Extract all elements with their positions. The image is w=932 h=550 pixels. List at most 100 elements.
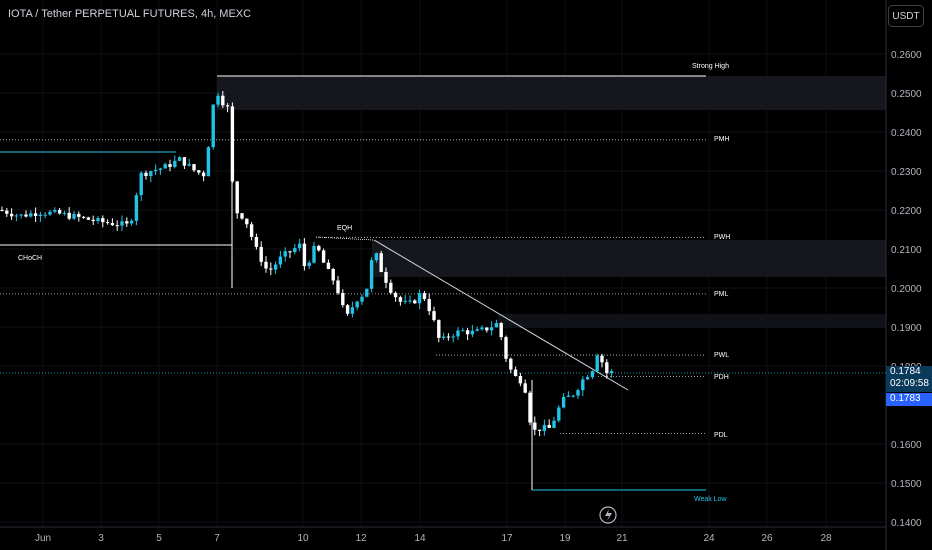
supply-demand-zones	[217, 76, 886, 328]
candle-body	[48, 211, 52, 215]
countdown: 02:09:58	[890, 378, 929, 389]
candle-body	[365, 288, 369, 297]
time-tick: 21	[616, 533, 628, 544]
candle-body	[269, 268, 273, 270]
candle-body	[14, 215, 19, 217]
candle-body	[605, 362, 609, 374]
candle-body	[307, 262, 311, 267]
candle-body	[321, 250, 326, 263]
candle-body	[360, 296, 364, 302]
candle-body	[240, 213, 244, 219]
candle-body	[566, 395, 571, 397]
structure-lines	[0, 75, 706, 491]
candle-body	[254, 236, 259, 247]
candle-body	[403, 300, 407, 302]
pwh-zone	[372, 240, 886, 277]
candle-body	[456, 330, 460, 337]
candle-body	[470, 330, 475, 335]
candle-body	[182, 157, 187, 166]
candle-body	[384, 272, 388, 283]
candle-body	[221, 95, 225, 106]
candle-body	[398, 297, 403, 302]
candle-body	[374, 253, 379, 261]
replay-icon[interactable]	[599, 506, 617, 524]
candle-body	[581, 379, 585, 391]
candle-body	[528, 392, 532, 423]
choch-label: CHoCH	[18, 255, 42, 262]
candle-body	[62, 212, 67, 214]
candle-body	[441, 336, 446, 338]
candle-body	[350, 307, 355, 314]
candle-body	[297, 243, 302, 249]
price-tick: 0.2600	[891, 50, 922, 61]
eqh-label: EQH	[337, 225, 352, 232]
bid-price-tag: 0.1783	[886, 393, 932, 406]
weak-low-label: Weak Low	[694, 496, 727, 503]
pdh-label: PDH	[714, 374, 729, 381]
last-price: 0.1784	[890, 366, 921, 377]
candle-body	[427, 299, 431, 312]
candle-body	[288, 251, 292, 253]
time-tick: 7	[214, 533, 220, 544]
time-tick: Jun	[35, 533, 51, 544]
candle-body	[422, 293, 427, 300]
candle-body	[96, 218, 100, 221]
candle-body	[158, 168, 163, 170]
candle-body	[417, 293, 422, 304]
candle-body	[557, 407, 561, 421]
candle-body	[129, 220, 134, 224]
price-tick: 0.2000	[891, 284, 922, 295]
upper-zone	[498, 314, 886, 328]
time-tick: 10	[297, 533, 309, 544]
price-tick: 0.2100	[891, 245, 922, 256]
candle-body	[494, 323, 499, 328]
candle-body	[595, 355, 599, 372]
price-tick: 0.1400	[891, 518, 922, 529]
candle-body	[33, 213, 38, 216]
candle-body	[120, 221, 124, 226]
candle-body	[336, 280, 340, 293]
time-tick: 5	[156, 533, 162, 544]
candle-body	[413, 300, 417, 304]
time-tick: 12	[355, 533, 367, 544]
currency-button[interactable]: USDT	[888, 5, 924, 27]
candle-body	[86, 217, 91, 220]
candle-body	[475, 329, 479, 331]
candle-body	[0, 210, 4, 211]
strong-high-zone	[217, 76, 886, 110]
time-tick: 28	[820, 533, 832, 544]
candle-body	[461, 330, 465, 332]
candle-body	[513, 369, 518, 376]
chart-title: IOTA / Tether PERPETUAL FUTURES, 4h, MEX…	[8, 8, 252, 20]
candle-body	[576, 390, 580, 396]
candle-body	[600, 355, 604, 363]
candle-body	[609, 371, 614, 374]
time-axis-ticks: Jun 3 5 7 10 12 14 17 19 21 24 26 28	[35, 533, 832, 544]
candle-body	[369, 260, 374, 289]
time-tick: 17	[501, 533, 513, 544]
candle-body	[249, 224, 254, 237]
candle-body	[465, 330, 470, 335]
candle-body	[485, 327, 489, 331]
level-labels: Strong High PMH PWH PML PWL PDH PDL Weak…	[18, 63, 730, 503]
price-tick: 0.2300	[891, 167, 922, 178]
candle-body	[9, 213, 14, 217]
candle-body	[331, 269, 335, 281]
candle-body	[509, 358, 513, 370]
candle-body	[518, 375, 523, 384]
candle-body	[552, 420, 556, 428]
candle-body	[225, 105, 230, 107]
candle-body	[504, 337, 508, 359]
candle-body	[139, 172, 143, 196]
candle-body	[393, 292, 398, 298]
candle-body	[235, 181, 239, 214]
candle-body	[149, 171, 153, 177]
time-tick: 24	[703, 533, 715, 544]
candle-body	[302, 243, 307, 267]
candle-body	[197, 170, 201, 173]
candle-body	[537, 429, 542, 431]
candle-body	[201, 172, 206, 177]
pwl-label: PWL	[714, 352, 729, 359]
candle-body	[29, 213, 33, 217]
